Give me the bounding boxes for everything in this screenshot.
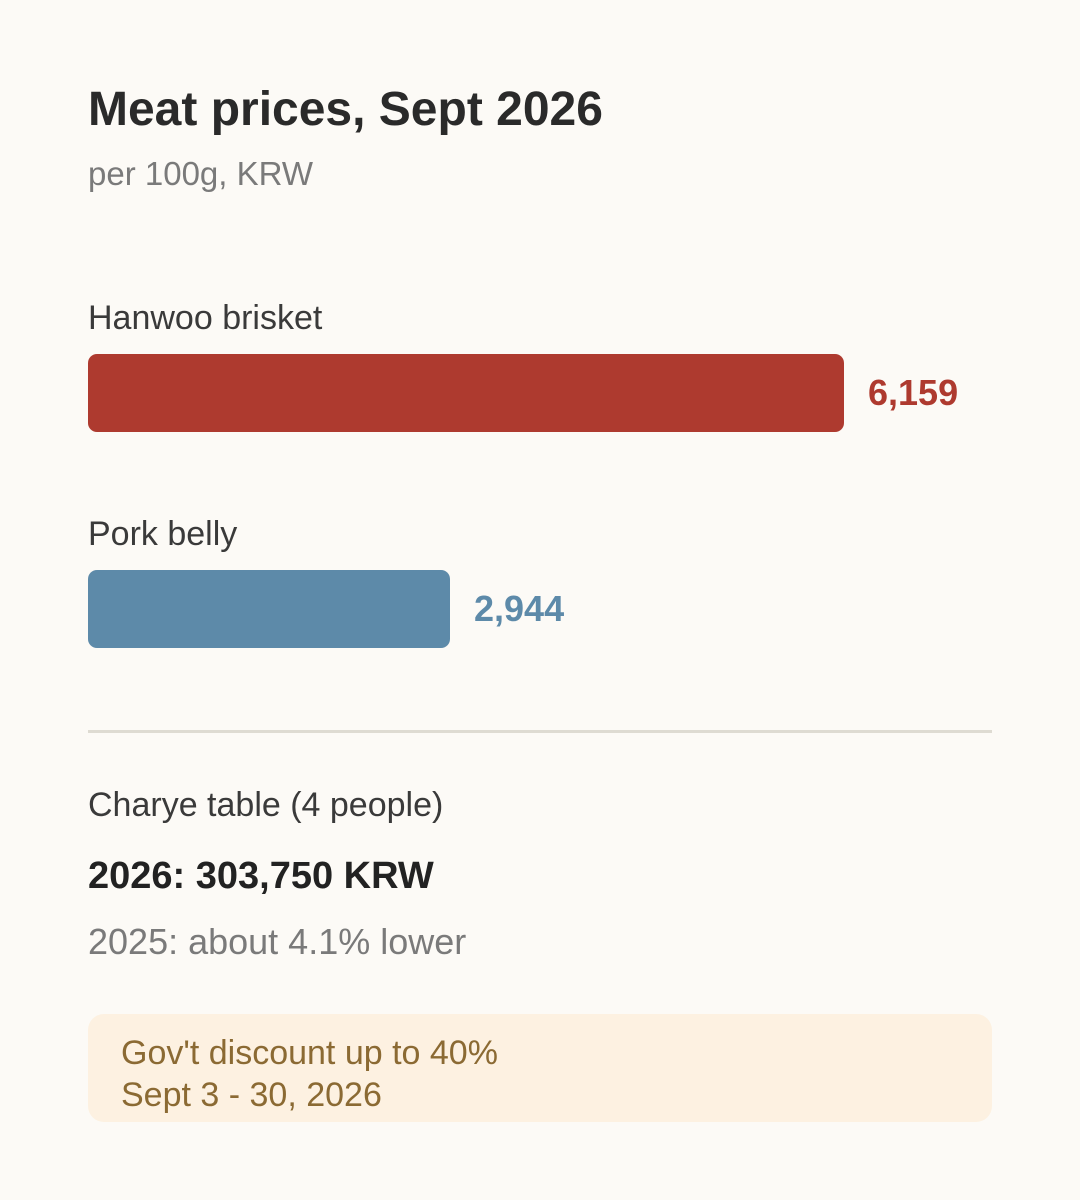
page: Meat prices, Sept 2026 per 100g, KRW Han… <box>88 0 992 1200</box>
divider <box>88 730 992 733</box>
charye-total: 2026: 303,750 KRW <box>88 855 434 897</box>
bar-value-label: 2,944 <box>474 588 565 629</box>
bar-row: Pork belly 2,944 <box>88 512 992 652</box>
bar-category-label: Hanwoo brisket <box>88 299 323 337</box>
bar <box>88 354 844 432</box>
bar <box>88 570 450 648</box>
page-subtitle: per 100g, KRW <box>88 155 314 192</box>
charye-table-label: Charye table (4 people) <box>88 786 444 824</box>
bar-category-label: Pork belly <box>88 515 238 553</box>
bar-row: Hanwoo brisket 6,159 <box>88 296 992 436</box>
year-comparison: 2025: about 4.1% lower <box>88 921 467 962</box>
discount-notice: Gov't discount up to 40% Sept 3 - 30, 20… <box>88 1014 992 1122</box>
discount-notice-line: Gov't discount up to 40% <box>121 1034 498 1072</box>
discount-period-line: Sept 3 - 30, 2026 <box>121 1076 382 1114</box>
bar-value-label: 6,159 <box>868 372 959 413</box>
bar-chart: Hanwoo brisket 6,159 Pork belly 2,944 <box>88 296 992 666</box>
page-title: Meat prices, Sept 2026 <box>88 83 603 136</box>
